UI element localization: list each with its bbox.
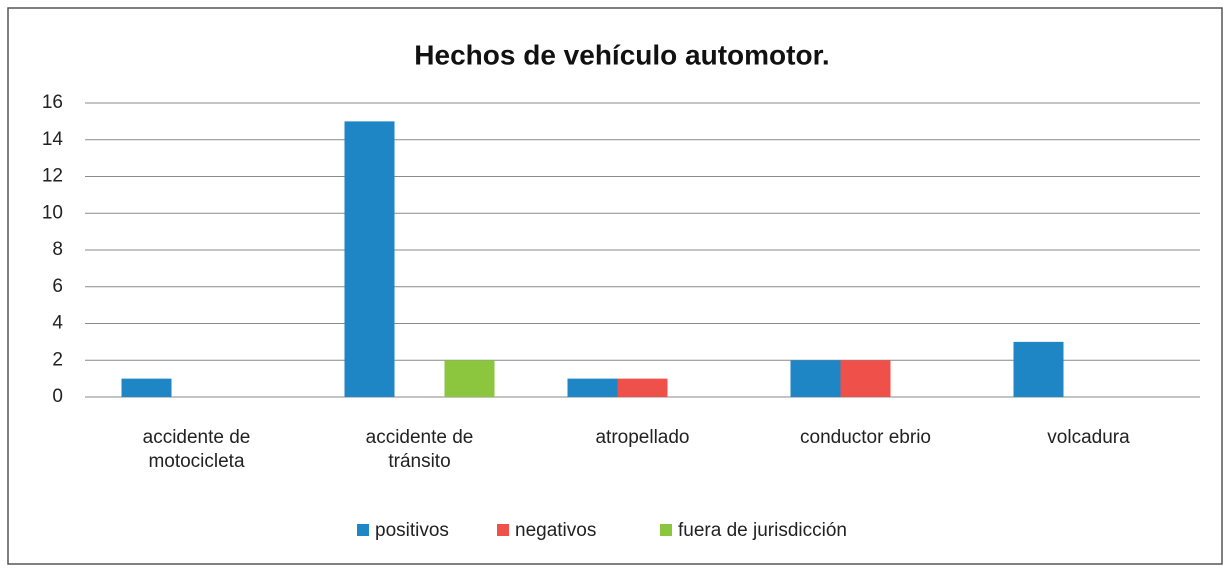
legend-swatch bbox=[497, 524, 509, 536]
legend-label: fuera de jurisdicción bbox=[678, 520, 847, 541]
x-tick-label: accidente de tránsito bbox=[365, 427, 474, 472]
bar bbox=[121, 378, 172, 397]
x-tick-label: volcadura bbox=[1047, 427, 1130, 448]
bar bbox=[840, 360, 891, 397]
bar bbox=[344, 121, 395, 397]
y-tick-label: 4 bbox=[52, 313, 63, 334]
legend-swatch bbox=[357, 524, 369, 536]
y-tick-label: 6 bbox=[52, 276, 63, 297]
chart-title: Hechos de vehículo automotor. bbox=[414, 39, 829, 70]
bar bbox=[444, 360, 495, 397]
x-tick-label: accidente de motocicleta bbox=[142, 427, 251, 472]
legend-swatch bbox=[660, 524, 672, 536]
bar bbox=[1013, 341, 1064, 397]
y-tick-label: 0 bbox=[52, 386, 63, 407]
y-tick-label: 12 bbox=[42, 166, 63, 187]
x-tick-label: atropellado bbox=[595, 427, 690, 448]
y-tick-label: 10 bbox=[42, 202, 63, 223]
bar bbox=[567, 378, 618, 397]
legend-label: negativos bbox=[515, 520, 596, 541]
y-tick-label: 14 bbox=[42, 129, 64, 150]
bar bbox=[617, 378, 668, 397]
x-tick-label: conductor ebrio bbox=[800, 427, 931, 448]
bar bbox=[790, 360, 841, 397]
y-tick-label: 2 bbox=[52, 349, 63, 370]
y-tick-label: 16 bbox=[42, 92, 63, 113]
y-tick-label: 8 bbox=[52, 239, 63, 260]
chart-frame bbox=[7, 7, 1223, 565]
legend-label: positivos bbox=[375, 520, 449, 541]
